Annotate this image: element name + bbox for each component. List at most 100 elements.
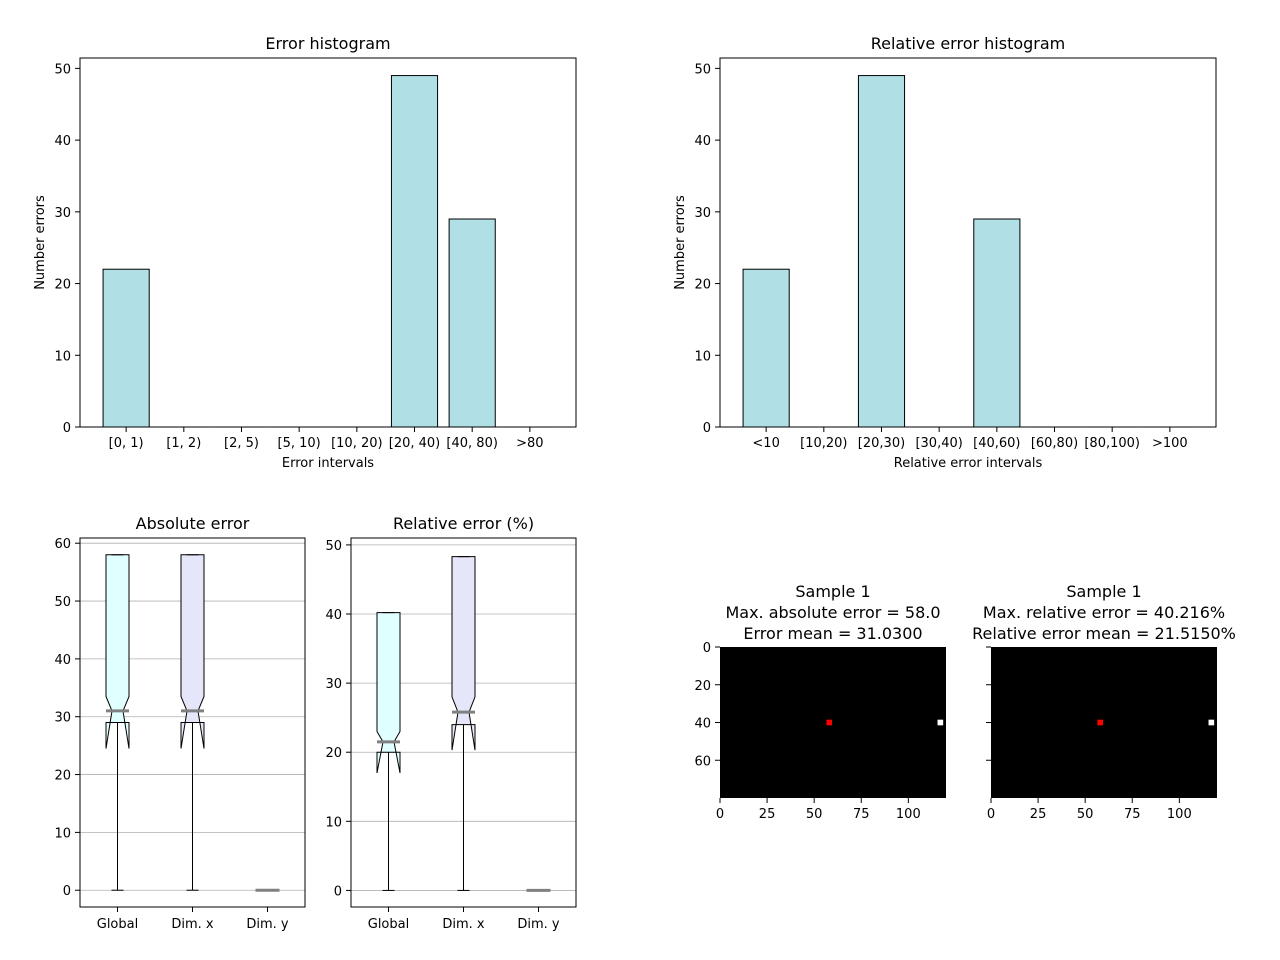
x-tick-label: <10 xyxy=(752,436,779,451)
x-tick-label: >100 xyxy=(1152,436,1188,451)
chart-title: Error histogram xyxy=(265,34,390,53)
x-axis-label: Error intervals xyxy=(282,456,374,471)
axes-frame xyxy=(79,537,306,908)
chart-title-line: Sample 1 xyxy=(795,582,870,601)
y-tick-label: 60 xyxy=(694,754,711,769)
y-tick-label: 20 xyxy=(325,746,342,761)
y-tick-label: 10 xyxy=(694,349,711,364)
y-tick-label: 30 xyxy=(54,206,71,221)
x-tick-label: >80 xyxy=(516,436,543,451)
error-pixel xyxy=(1208,719,1215,726)
x-tick-label: 100 xyxy=(896,807,921,822)
y-tick-label: 0 xyxy=(703,641,711,656)
box-2 xyxy=(180,554,205,891)
y-tick-label: 40 xyxy=(325,608,342,623)
x-tick-label: 50 xyxy=(1077,807,1094,822)
y-tick-label: 40 xyxy=(694,134,711,149)
box-body xyxy=(180,554,205,749)
y-tick-label: 20 xyxy=(54,769,71,784)
x-tick-label: [60,80) xyxy=(1031,436,1078,451)
box-body xyxy=(451,556,476,751)
chart-title: Relative error (%) xyxy=(393,514,534,533)
image-background xyxy=(720,647,946,798)
box-chart-1: 0 10 20 30 40 50 60 Global Dim. x Dim. y Absolute … xyxy=(54,514,306,932)
x-tick-label: Dim. y xyxy=(246,917,289,932)
y-tick-label: 50 xyxy=(54,595,71,610)
error-pixel xyxy=(826,719,833,726)
bar-chart-2: 0 10 20 30 40 50 <10 [10,20) [20,30) [30,40) [40,6… xyxy=(673,34,1217,471)
y-axis-label: Number errors xyxy=(673,195,688,290)
x-axis-label: Relative error intervals xyxy=(894,456,1043,471)
x-tick-label: 100 xyxy=(1167,807,1192,822)
y-tick-label: 30 xyxy=(54,711,71,726)
x-tick-label: 0 xyxy=(987,807,995,822)
y-tick-label: 0 xyxy=(63,421,71,436)
x-tick-label: [2, 5) xyxy=(224,436,259,451)
y-tick-label: 0 xyxy=(63,884,71,899)
y-tick-label: 50 xyxy=(694,62,711,77)
x-tick-label: Global xyxy=(368,917,409,932)
x-tick-label: [5, 10) xyxy=(278,436,321,451)
y-tick-label: 0 xyxy=(334,884,342,899)
x-tick-label: [10, 20) xyxy=(331,436,383,451)
x-tick-label: [20, 40) xyxy=(389,436,441,451)
y-tick-label: 20 xyxy=(694,278,711,293)
axes-frame xyxy=(719,57,1217,428)
box-chart-2: 0 10 20 30 40 50 Global Dim. x Dim. y Relative er… xyxy=(325,514,577,932)
chart-title-line: Sample 1 xyxy=(1066,582,1141,601)
bar xyxy=(973,218,1021,428)
chart-title-line: Relative error mean = 21.5150% xyxy=(972,624,1236,643)
y-tick-label: 30 xyxy=(694,206,711,221)
chart-title-line: Max. relative error = 40.216% xyxy=(983,603,1225,622)
x-tick-label: 50 xyxy=(806,807,823,822)
x-tick-label: Global xyxy=(97,917,138,932)
x-tick-label: Dim. y xyxy=(517,917,560,932)
x-tick-label: Dim. x xyxy=(442,917,485,932)
x-tick-label: [30,40) xyxy=(915,436,962,451)
x-tick-label: [40,60) xyxy=(973,436,1020,451)
heatmap-2: 0 25 50 75 100 Sample 1 Max. relative error = … xyxy=(972,582,1236,822)
y-tick-label: 10 xyxy=(325,815,342,830)
bar xyxy=(390,75,439,428)
bar-chart-1: 0 10 20 30 40 50 [0, 1) [1, 2) [2, 5) [5, 10) [10,… xyxy=(33,34,577,471)
x-tick-label: 75 xyxy=(1124,807,1141,822)
y-tick-label: 20 xyxy=(54,278,71,293)
error-pixel xyxy=(1097,719,1104,726)
y-tick-label: 40 xyxy=(54,653,71,668)
error-pixel xyxy=(937,719,944,726)
y-tick-label: 60 xyxy=(54,537,71,552)
x-tick-label: [0, 1) xyxy=(109,436,144,451)
y-tick-label: 30 xyxy=(325,677,342,692)
y-tick-label: 40 xyxy=(54,134,71,149)
x-tick-label: 0 xyxy=(716,807,724,822)
chart-title-line: Error mean = 31.0300 xyxy=(743,624,922,643)
bar xyxy=(857,75,906,428)
chart-title: Relative error histogram xyxy=(871,34,1066,53)
box-2 xyxy=(451,556,476,891)
x-tick-label: Dim. x xyxy=(171,917,214,932)
x-tick-label: 25 xyxy=(1030,807,1047,822)
x-tick-label: [20,30) xyxy=(858,436,905,451)
box-body xyxy=(105,554,130,749)
x-tick-label: [10,20) xyxy=(800,436,847,451)
y-tick-label: 40 xyxy=(694,717,711,732)
image-background xyxy=(991,647,1217,798)
bar xyxy=(742,268,790,428)
box-1 xyxy=(376,612,401,891)
x-tick-label: 75 xyxy=(853,807,870,822)
y-tick-label: 0 xyxy=(703,421,711,436)
x-tick-label: [80,100) xyxy=(1084,436,1140,451)
bar xyxy=(102,268,150,428)
chart-title-line: Max. absolute error = 58.0 xyxy=(725,603,940,622)
y-tick-label: 50 xyxy=(54,62,71,77)
axes-frame xyxy=(79,57,577,428)
chart-title: Absolute error xyxy=(136,514,250,533)
heatmap-1: 0 25 50 75 100 0 20 40 60 Sample 1 Max. absolute e… xyxy=(694,582,946,822)
x-tick-label: [40, 80) xyxy=(446,436,498,451)
y-tick-label: 50 xyxy=(325,539,342,554)
bar xyxy=(448,218,496,428)
y-tick-label: 10 xyxy=(54,826,71,841)
axes-frame xyxy=(350,537,577,908)
box-body xyxy=(376,612,401,774)
